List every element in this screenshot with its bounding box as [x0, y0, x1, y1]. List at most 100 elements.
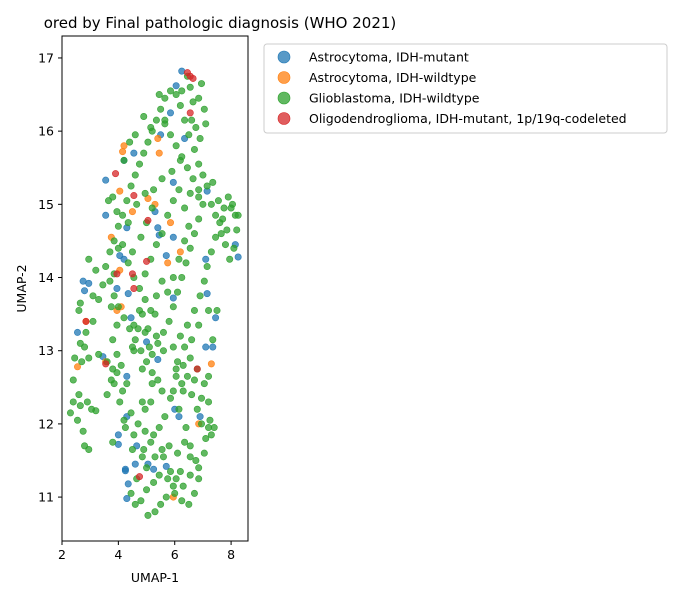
data-point-series-2 [167, 131, 175, 139]
data-point-series-2 [185, 222, 193, 230]
data-point-series-2 [127, 182, 135, 190]
data-point-series-2 [75, 306, 83, 314]
data-point-series-0 [172, 82, 180, 90]
data-point-series-0 [202, 255, 210, 263]
legend-marker [277, 91, 291, 105]
data-point-series-2 [223, 226, 231, 234]
data-point-series-0 [196, 413, 204, 421]
data-point-series-2 [113, 369, 121, 377]
data-point-series-2 [158, 175, 166, 183]
data-point-series-2 [133, 200, 141, 208]
data-point-series-2 [195, 464, 203, 472]
data-point-series-0 [154, 355, 162, 363]
data-point-series-2 [193, 405, 201, 413]
data-point-series-2 [155, 424, 163, 432]
data-point-series-2 [214, 197, 222, 205]
data-point-series-2 [140, 149, 148, 157]
data-point-series-2 [82, 328, 90, 336]
data-point-series-2 [186, 83, 194, 91]
data-point-series-2 [224, 193, 232, 201]
data-point-series-2 [141, 328, 149, 336]
data-point-series-2 [181, 237, 189, 245]
data-point-series-1 [164, 259, 172, 267]
data-point-series-2 [71, 354, 79, 362]
data-point-series-2 [172, 142, 180, 150]
data-point-series-2 [155, 471, 163, 479]
data-point-series-2 [69, 398, 77, 406]
data-point-series-3 [130, 284, 138, 292]
data-point-series-2 [195, 160, 203, 168]
data-point-series-2 [185, 131, 193, 139]
data-point-series-2 [209, 178, 217, 186]
data-point-series-0 [154, 224, 162, 232]
x-tick-label: 6 [171, 547, 179, 562]
data-point-series-2 [174, 288, 182, 296]
data-point-series-2 [190, 145, 198, 153]
data-point-series-0 [212, 314, 220, 322]
data-point-series-2 [120, 314, 128, 322]
data-point-series-2 [110, 237, 118, 245]
data-point-series-2 [85, 446, 93, 454]
data-point-series-2 [158, 230, 166, 238]
data-point-series-2 [151, 508, 159, 516]
data-point-series-1 [128, 208, 136, 216]
data-point-series-2 [136, 306, 144, 314]
data-point-series-2 [141, 189, 149, 197]
data-point-series-2 [219, 215, 227, 223]
data-point-series-1 [116, 187, 124, 195]
data-point-series-2 [164, 288, 172, 296]
y-tick-label: 14 [38, 270, 54, 285]
data-point-series-2 [83, 398, 91, 406]
data-point-series-0 [169, 233, 177, 241]
data-point-series-2 [150, 478, 158, 486]
data-point-series-2 [140, 446, 148, 454]
data-point-series-2 [114, 303, 122, 311]
y-axis: 11 12 13 14 15 16 17 [38, 50, 62, 505]
data-point-series-2 [124, 259, 132, 267]
data-point-series-2 [92, 407, 100, 415]
data-point-series-2 [141, 295, 149, 303]
data-point-series-2 [200, 380, 208, 388]
data-point-series-2 [150, 186, 158, 194]
data-point-series-2 [121, 424, 129, 432]
data-point-series-2 [172, 91, 180, 99]
data-point-series-2 [195, 186, 203, 194]
data-point-series-2 [123, 380, 131, 388]
data-point-series-2 [131, 336, 139, 344]
data-point-series-2 [227, 204, 235, 212]
data-point-series-2 [182, 259, 190, 267]
data-point-series-2 [110, 292, 118, 300]
data-point-series-2 [175, 405, 183, 413]
data-point-series-2 [103, 391, 111, 399]
data-point-series-2 [175, 186, 183, 194]
data-point-series-2 [189, 175, 197, 183]
data-point-series-0 [202, 343, 210, 351]
data-point-series-2 [92, 266, 100, 274]
data-point-series-2 [130, 347, 138, 355]
data-point-series-3 [112, 170, 120, 178]
y-tick-label: 11 [38, 490, 54, 505]
data-point-series-2 [145, 343, 153, 351]
data-point-series-1 [74, 363, 82, 371]
data-point-series-2 [186, 244, 194, 252]
data-point-series-2 [169, 482, 177, 490]
data-point-series-2 [154, 376, 162, 384]
data-point-series-2 [200, 277, 208, 285]
data-point-series-2 [131, 500, 139, 508]
data-point-series-2 [89, 292, 97, 300]
data-point-series-3 [183, 69, 191, 77]
data-point-series-3 [102, 360, 110, 368]
x-axis: 2 4 6 8 [58, 541, 235, 562]
data-point-series-2 [203, 182, 211, 190]
legend-marker [277, 112, 291, 125]
data-point-series-2 [148, 380, 156, 388]
data-point-series-1 [120, 142, 128, 150]
data-point-series-2 [69, 376, 77, 384]
data-point-series-2 [76, 299, 84, 307]
data-point-series-2 [117, 361, 125, 369]
data-point-series-2 [159, 347, 167, 355]
data-point-series-0 [203, 290, 211, 298]
data-point-series-2 [178, 87, 186, 95]
data-point-series-1 [155, 149, 163, 157]
